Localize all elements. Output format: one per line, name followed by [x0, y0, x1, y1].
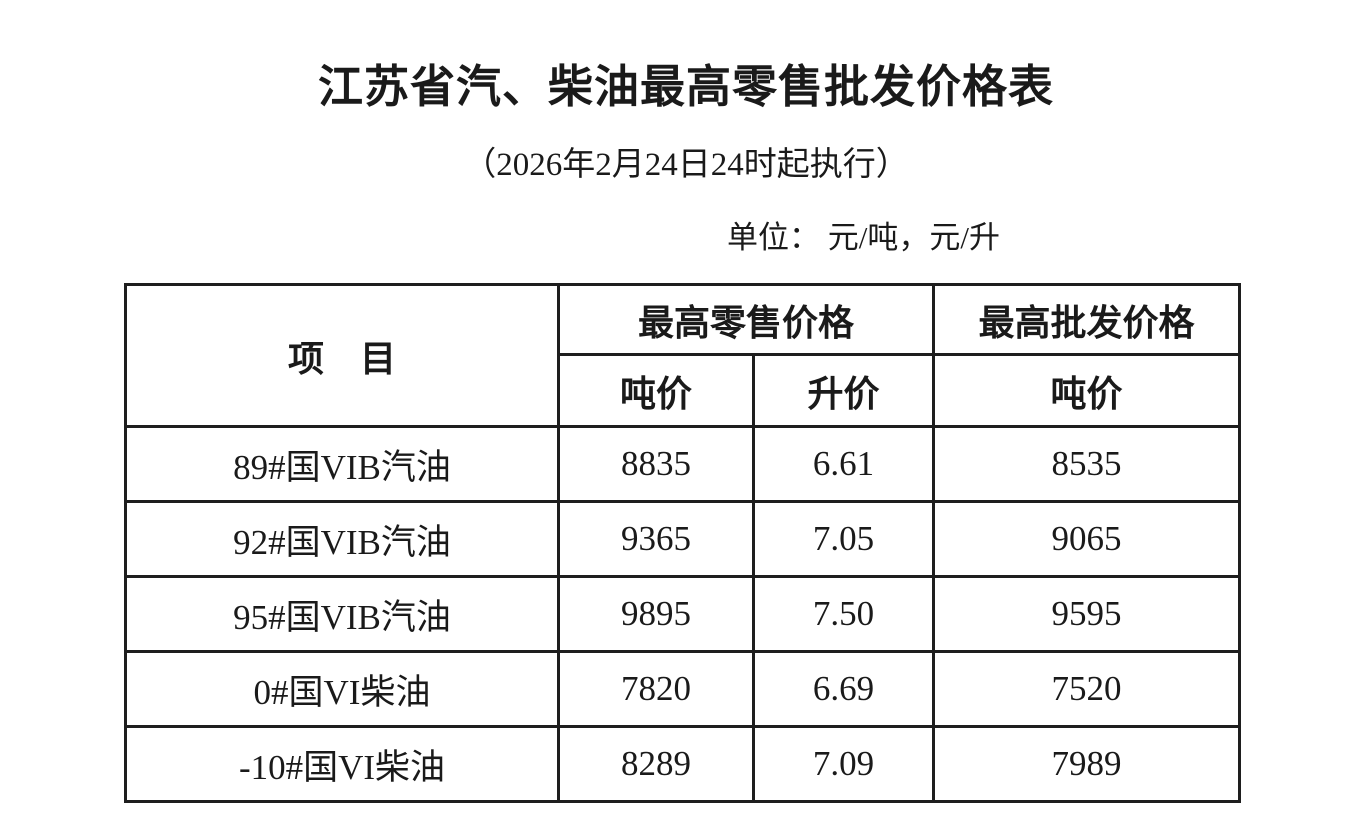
- retail-ton-price-cell: 9365: [557, 500, 755, 578]
- table-row-89-gasoline: 89#国VIB汽油 8835 6.61 8535: [124, 425, 1242, 503]
- item-cell: 92#国VIB汽油: [124, 500, 560, 578]
- wholesale-ton-price-cell: 8535: [932, 425, 1242, 503]
- item-cell: 89#国VIB汽油: [124, 425, 560, 503]
- header-max-retail-price-group: 最高零售价格: [556, 283, 936, 356]
- retail-liter-price-cell: 6.69: [751, 650, 936, 728]
- effective-date-subtitle: （2026年2月24日24时起执行）: [463, 147, 909, 183]
- table-row-95-gasoline: 95#国VIB汽油 9895 7.50 9595: [124, 575, 1242, 653]
- header-row-groups: 项 目 最高零售价格 最高批发价格: [124, 283, 1242, 428]
- retail-liter-price-cell: 7.05: [751, 500, 936, 578]
- item-cell: 0#国VI柴油: [124, 650, 560, 728]
- header-wholesale-ton-price: 吨价: [932, 353, 1242, 428]
- retail-ton-price-cell: 8289: [557, 725, 755, 803]
- retail-liter-price-cell: 7.09: [751, 725, 936, 803]
- header-max-wholesale-price-group: 最高批发价格: [932, 283, 1242, 356]
- wholesale-ton-price-cell: 9595: [932, 575, 1242, 653]
- header-row-subcolumns: 吨价 升价 吨价: [126, 353, 1242, 428]
- unit-note: 单位： 元/吨，元/升: [727, 220, 1000, 255]
- retail-ton-price-cell: 9895: [557, 575, 755, 653]
- wholesale-ton-price-cell: 7520: [932, 650, 1242, 728]
- wholesale-ton-price-cell: 7989: [932, 725, 1242, 803]
- header-retail-liter-price: 升价: [751, 353, 936, 428]
- price-table-header: 项 目 最高零售价格 最高批发价格 吨价 升价 吨价: [124, 283, 1242, 428]
- retail-liter-price-cell: 6.61: [751, 425, 936, 503]
- retail-ton-price-cell: 7820: [557, 650, 755, 728]
- price-table-body: 89#国VIB汽油 8835 6.61 8535 92#国VIB汽油 9365 …: [124, 425, 1242, 803]
- retail-ton-price-cell: 8835: [557, 425, 755, 503]
- wholesale-ton-price-cell: 9065: [932, 500, 1242, 578]
- header-retail-ton-price: 吨价: [557, 353, 755, 428]
- table-row-92-gasoline: 92#国VIB汽油 9365 7.05 9065: [124, 500, 1242, 578]
- table-row-0-diesel: 0#国VI柴油 7820 6.69 7520: [124, 650, 1242, 728]
- price-table: 项 目 最高零售价格 最高批发价格 吨价 升价 吨价 89#国VIB汽油 883…: [124, 283, 1242, 803]
- retail-liter-price-cell: 7.50: [751, 575, 936, 653]
- page-title: 江苏省汽、柴油最高零售批发价格表: [317, 62, 1054, 112]
- header-item: 项 目: [124, 283, 560, 428]
- table-row-minus10-diesel: -10#国VI柴油 8289 7.09 7989: [124, 725, 1242, 803]
- item-cell: 95#国VIB汽油: [124, 575, 560, 653]
- item-cell: -10#国VI柴油: [124, 725, 560, 803]
